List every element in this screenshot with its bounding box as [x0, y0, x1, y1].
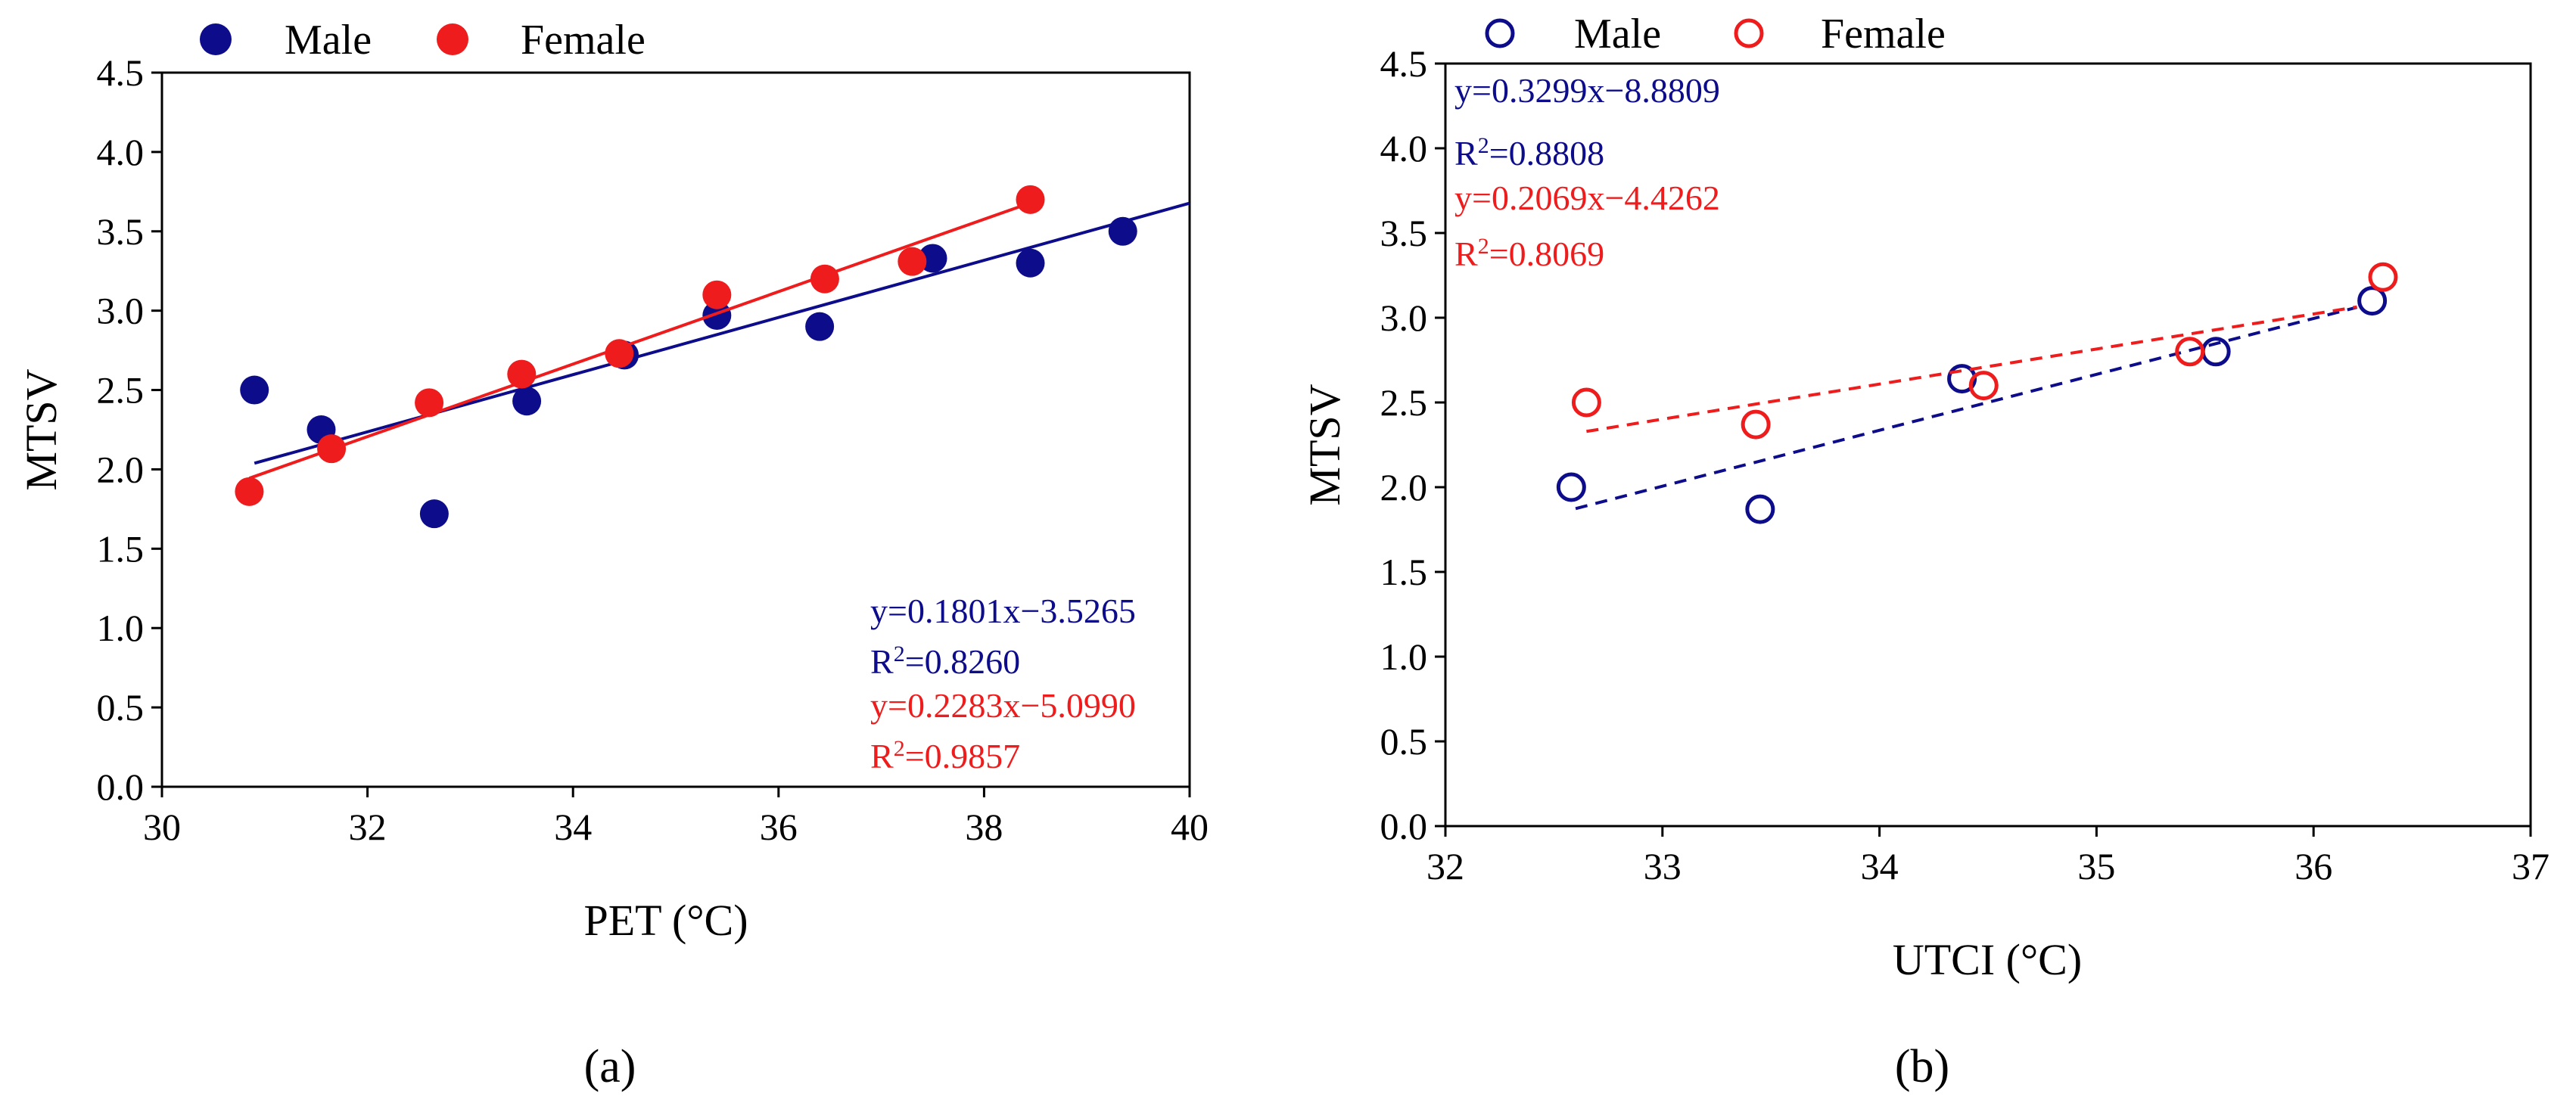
legend-marker-male	[1485, 18, 1515, 48]
plot-frame	[160, 71, 1191, 788]
x-tick-label: 35	[2077, 845, 2115, 887]
data-point-female	[1016, 185, 1045, 214]
y-tick-label: 4.5	[1380, 42, 1428, 85]
y-tick-label: 2.0	[97, 448, 145, 490]
fit-line-male	[1575, 306, 2358, 511]
data-point-female	[702, 280, 732, 309]
y-axis-label: MTSV	[1300, 384, 1349, 505]
panel-a: 0.0 0.5 1.0 1.5 2.0 2.5 3.0 3.5 4.0 4.5 30 32 34 36 38…	[17, 17, 1209, 1092]
y-tick-label: 4.0	[1380, 127, 1428, 169]
r-squared-symbol: R	[1454, 134, 1478, 172]
data-point-female	[235, 477, 264, 506]
r-squared-male: R2=0.8808	[1454, 133, 1604, 173]
data-point-female	[317, 434, 347, 464]
regression-equation-female: y=0.2283x−5.0990	[870, 686, 1136, 725]
y-tick-label: 0.0	[97, 766, 145, 808]
data-point-female	[1741, 409, 1771, 440]
data-point-female	[605, 339, 634, 368]
fit-line-female	[248, 201, 1031, 480]
r-squared-exponent: 2	[894, 736, 905, 761]
y-tick-label: 1.5	[1380, 551, 1428, 593]
regression-equation-male: y=0.3299x−8.8809	[1454, 71, 1720, 110]
panel-b: 0.0 0.5 1.0 1.5 2.0 2.5 3.0 3.5 4.0 4.5 32 33 34 35 36…	[1300, 11, 2550, 1092]
legend-label-female: Female	[1821, 11, 1946, 57]
r-squared-symbol: R	[870, 642, 894, 681]
legend-marker-female	[1734, 18, 1764, 48]
x-tick-label: 36	[2294, 845, 2332, 887]
data-point-female	[2368, 262, 2398, 292]
x-tick-label: 30	[143, 806, 181, 848]
y-axis-label: MTSV	[17, 368, 66, 490]
y-tick-label: 0.0	[1380, 805, 1428, 847]
r-squared-value: =0.8260	[905, 642, 1020, 681]
y-tick-label: 2.0	[1380, 466, 1428, 508]
regression-equation-male: y=0.1801x−3.5265	[870, 592, 1136, 630]
r-squared-value: =0.8808	[1489, 134, 1604, 172]
data-point-male	[1556, 472, 1586, 502]
legend-label-male: Male	[285, 17, 372, 64]
r-squared-value: =0.9857	[905, 737, 1020, 775]
r-squared-exponent: 2	[1478, 133, 1489, 158]
r-squared-male: R2=0.8260	[870, 642, 1020, 682]
r-squared-female: R2=0.8069	[1454, 234, 1604, 274]
r-squared-symbol: R	[870, 737, 894, 775]
data-point-female	[1571, 387, 1601, 418]
data-point-male	[702, 300, 732, 330]
data-point-female	[810, 264, 839, 294]
x-tick-label: 33	[1644, 845, 1682, 887]
x-tick-label: 36	[760, 806, 798, 848]
y-tick-label: 3.5	[97, 210, 145, 253]
y-tick-label: 1.0	[97, 607, 145, 649]
data-point-female	[415, 388, 444, 418]
data-point-female	[1968, 371, 1999, 401]
data-point-male	[1108, 216, 1137, 246]
r-squared-female: R2=0.9857	[870, 736, 1020, 776]
x-tick-label: 37	[2512, 845, 2550, 887]
y-tick-label: 3.5	[1380, 212, 1428, 254]
x-axis-label: PET (°C)	[583, 896, 748, 945]
y-tick-label: 4.0	[97, 131, 145, 173]
data-point-female	[898, 247, 927, 276]
x-tick-label: 38	[965, 806, 1003, 848]
x-tick-label: 34	[1861, 845, 1899, 887]
data-point-male	[419, 499, 449, 529]
y-tick-label: 0.5	[97, 686, 145, 729]
panel-label: (b)	[1895, 1041, 1949, 1092]
legend-label-male: Male	[1574, 11, 1661, 57]
plot-frame	[1444, 62, 2532, 828]
y-tick-label: 2.5	[1380, 381, 1428, 424]
x-tick-label: 40	[1171, 806, 1209, 848]
data-point-male	[805, 312, 835, 341]
y-tick-label: 3.0	[1380, 297, 1428, 339]
data-point-male	[2357, 286, 2388, 316]
x-tick-label: 32	[349, 806, 387, 848]
r-squared-symbol: R	[1454, 235, 1478, 273]
y-tick-label: 2.5	[97, 369, 145, 412]
data-point-male	[1745, 494, 1775, 524]
r-squared-exponent: 2	[894, 642, 905, 666]
regression-equation-female: y=0.2069x−4.4262	[1454, 179, 1720, 217]
data-point-female	[2175, 337, 2205, 367]
y-tick-label: 0.5	[1380, 720, 1428, 763]
y-tick-label: 4.5	[97, 51, 145, 94]
data-point-male	[512, 387, 542, 416]
y-tick-label: 3.0	[97, 290, 145, 332]
x-axis-label: UTCI (°C)	[1893, 935, 2082, 984]
legend-label-female: Female	[521, 17, 646, 64]
fit-line-female	[1586, 305, 2357, 433]
x-tick-label: 32	[1426, 845, 1464, 887]
data-point-male	[240, 375, 269, 405]
y-tick-label: 1.5	[97, 527, 145, 570]
r-squared-value: =0.8069	[1489, 235, 1604, 273]
panel-label: (a)	[584, 1041, 636, 1092]
data-point-female	[507, 359, 537, 389]
r-squared-exponent: 2	[1478, 234, 1489, 259]
data-point-male	[1016, 248, 1045, 278]
x-tick-label: 34	[554, 806, 592, 848]
y-tick-label: 1.0	[1380, 635, 1428, 678]
legend-marker-male	[200, 23, 232, 55]
legend-marker-female	[437, 23, 468, 55]
